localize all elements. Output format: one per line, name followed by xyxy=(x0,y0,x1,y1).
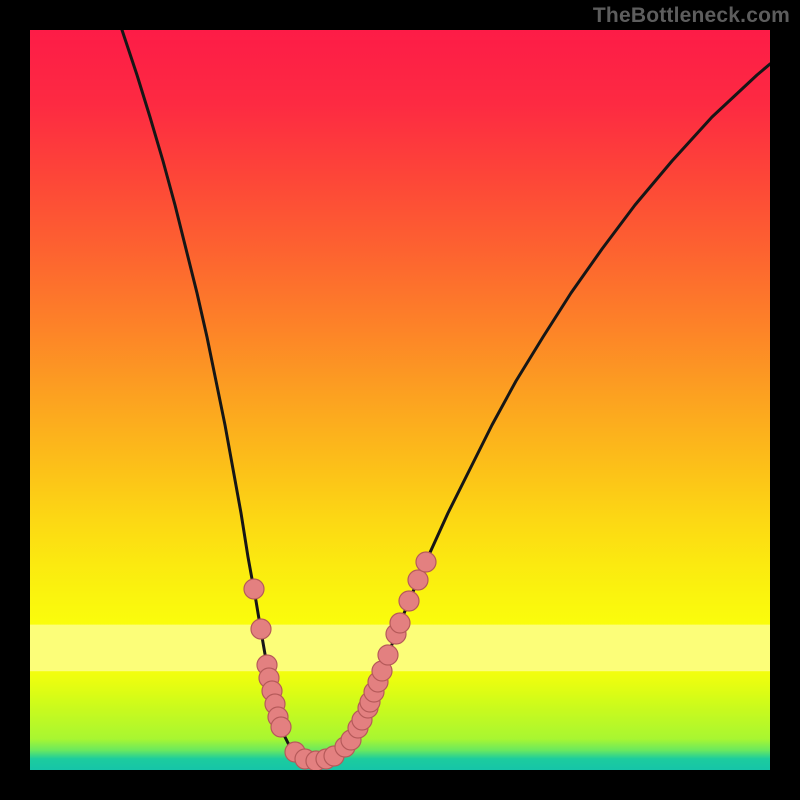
data-point xyxy=(390,613,410,633)
data-point xyxy=(251,619,271,639)
data-point xyxy=(244,579,264,599)
chart-svg xyxy=(0,0,800,800)
data-point xyxy=(271,717,291,737)
data-point xyxy=(416,552,436,572)
watermark-text: TheBottleneck.com xyxy=(593,4,790,28)
data-point xyxy=(399,591,419,611)
plot-background-gradient xyxy=(30,30,770,770)
chart-stage: TheBottleneck.com xyxy=(0,0,800,800)
data-point xyxy=(378,645,398,665)
data-point xyxy=(408,570,428,590)
